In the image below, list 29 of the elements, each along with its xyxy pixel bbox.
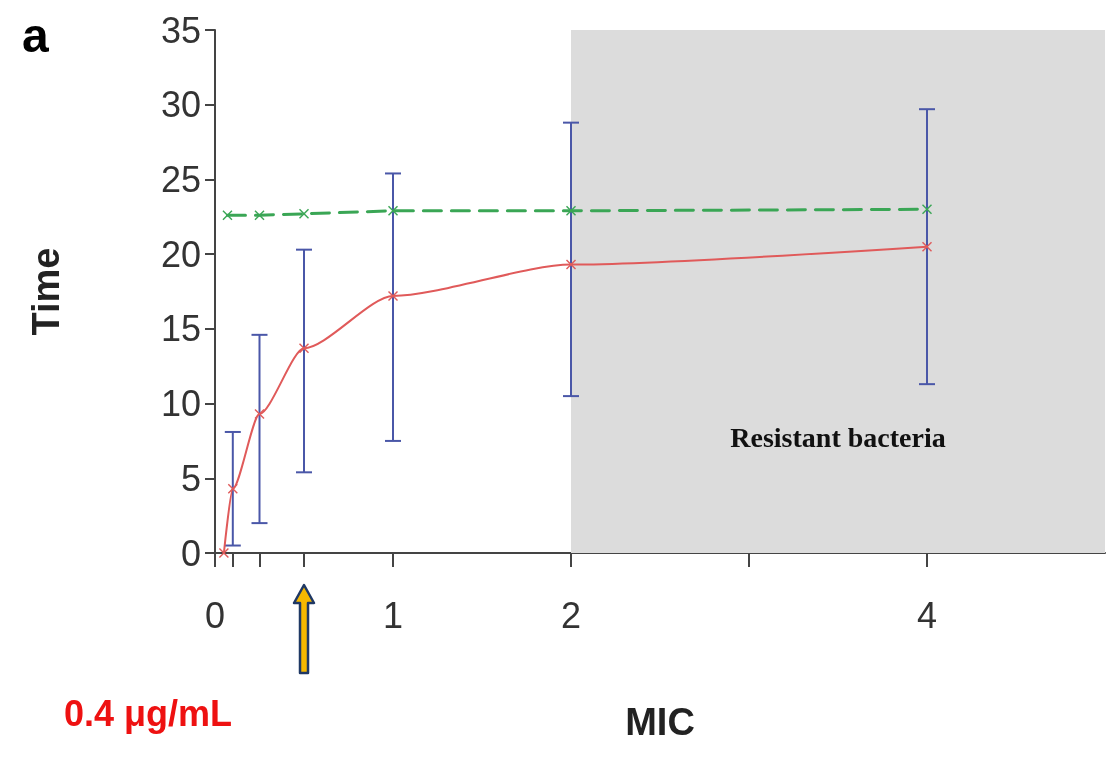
point [227,483,238,494]
point [566,205,576,216]
y-tick-label: 15 [160,308,201,350]
point [922,204,932,215]
point [299,208,309,219]
y-tick-label: 35 [160,9,201,51]
x-tick-label: 2 [560,594,582,636]
y-tick-label: 25 [160,158,201,200]
y-axis-title: Time [25,247,67,336]
x-tick-label: 4 [916,594,938,636]
band-label: Resistant bacteria [730,422,946,453]
point [254,210,265,221]
point [566,259,576,270]
text: 0.4 μg/mL [64,693,233,735]
point [254,409,265,420]
y-tick-label: 10 [160,383,201,425]
y-tick-label: 0 [180,532,201,574]
y-tick-label: 5 [180,457,201,499]
y-tick-label: 30 [160,84,201,126]
point [388,205,398,216]
point [222,210,233,221]
point [922,241,932,252]
point [299,343,309,354]
point [218,548,229,558]
y-tick-label: 20 [160,233,201,275]
chart-title: a [22,8,49,63]
x-axis-title: MIC [625,701,695,743]
x-tick-label: 1 [382,594,404,636]
point [388,290,398,301]
